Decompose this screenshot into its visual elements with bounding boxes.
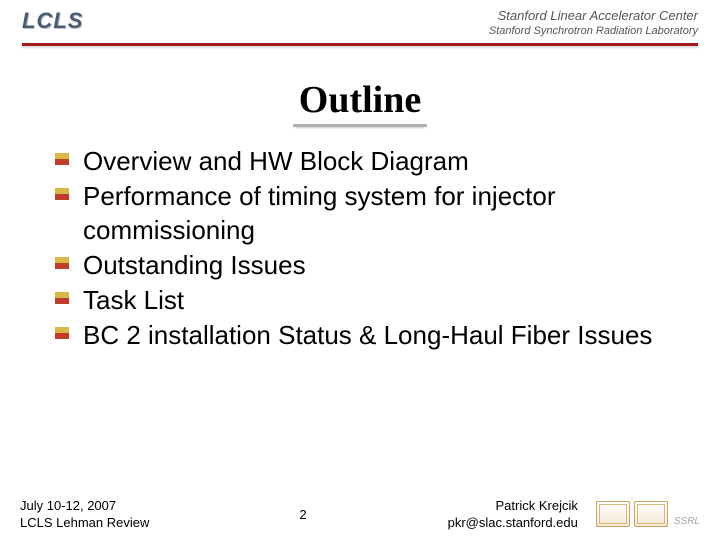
list-item: Overview and HW Block Diagram <box>55 145 675 178</box>
footer-date: July 10-12, 2007 <box>20 498 289 513</box>
ssrl-label: SSRL <box>674 516 700 527</box>
org-line2: Stanford Synchrotron Radiation Laborator… <box>489 25 698 37</box>
list-item-text: Task List <box>83 285 184 315</box>
header-row: LCLS Stanford Linear Accelerator Center … <box>22 8 698 37</box>
list-item-text: Overview and HW Block Diagram <box>83 146 469 176</box>
list-item: Outstanding Issues <box>55 249 675 282</box>
bullet-icon <box>55 153 73 167</box>
list-item: BC 2 installation Status & Long-Haul Fib… <box>55 319 675 352</box>
bullet-icon <box>55 292 73 306</box>
lcls-logo: LCLS <box>22 8 83 34</box>
bullet-list: Overview and HW Block Diagram Performanc… <box>55 145 675 355</box>
footer-email: pkr@slac.stanford.edu <box>317 515 578 530</box>
list-item-text: BC 2 installation Status & Long-Haul Fib… <box>83 320 652 350</box>
header-rule <box>22 43 698 46</box>
footer: July 10-12, 2007 LCLS Lehman Review 2 Pa… <box>0 498 720 530</box>
footer-right: Patrick Krejcik pkr@slac.stanford.edu <box>317 498 586 530</box>
page-title: Outline <box>293 78 427 127</box>
list-item: Task List <box>55 284 675 317</box>
list-item-text: Performance of timing system for injecto… <box>83 181 556 244</box>
footer-left: July 10-12, 2007 LCLS Lehman Review <box>20 498 289 530</box>
org-text: Stanford Linear Accelerator Center Stanf… <box>489 8 698 37</box>
bullet-icon <box>55 257 73 271</box>
org-line1: Stanford Linear Accelerator Center <box>489 8 698 23</box>
title-wrap: Outline <box>0 78 720 127</box>
bullet-icon <box>55 327 73 341</box>
bullet-icon <box>55 188 73 202</box>
list-item: Performance of timing system for injecto… <box>55 180 675 247</box>
slac-mini-logo-icon <box>596 501 630 527</box>
footer-review: LCLS Lehman Review <box>20 515 289 530</box>
ssrl-mini-logo-icon <box>634 501 668 527</box>
footer-logos: SSRL <box>596 501 700 527</box>
list-item-text: Outstanding Issues <box>83 250 306 280</box>
slide: LCLS Stanford Linear Accelerator Center … <box>0 0 720 540</box>
header: LCLS Stanford Linear Accelerator Center … <box>0 0 720 70</box>
footer-author: Patrick Krejcik <box>317 498 578 513</box>
footer-page-number: 2 <box>299 507 306 522</box>
